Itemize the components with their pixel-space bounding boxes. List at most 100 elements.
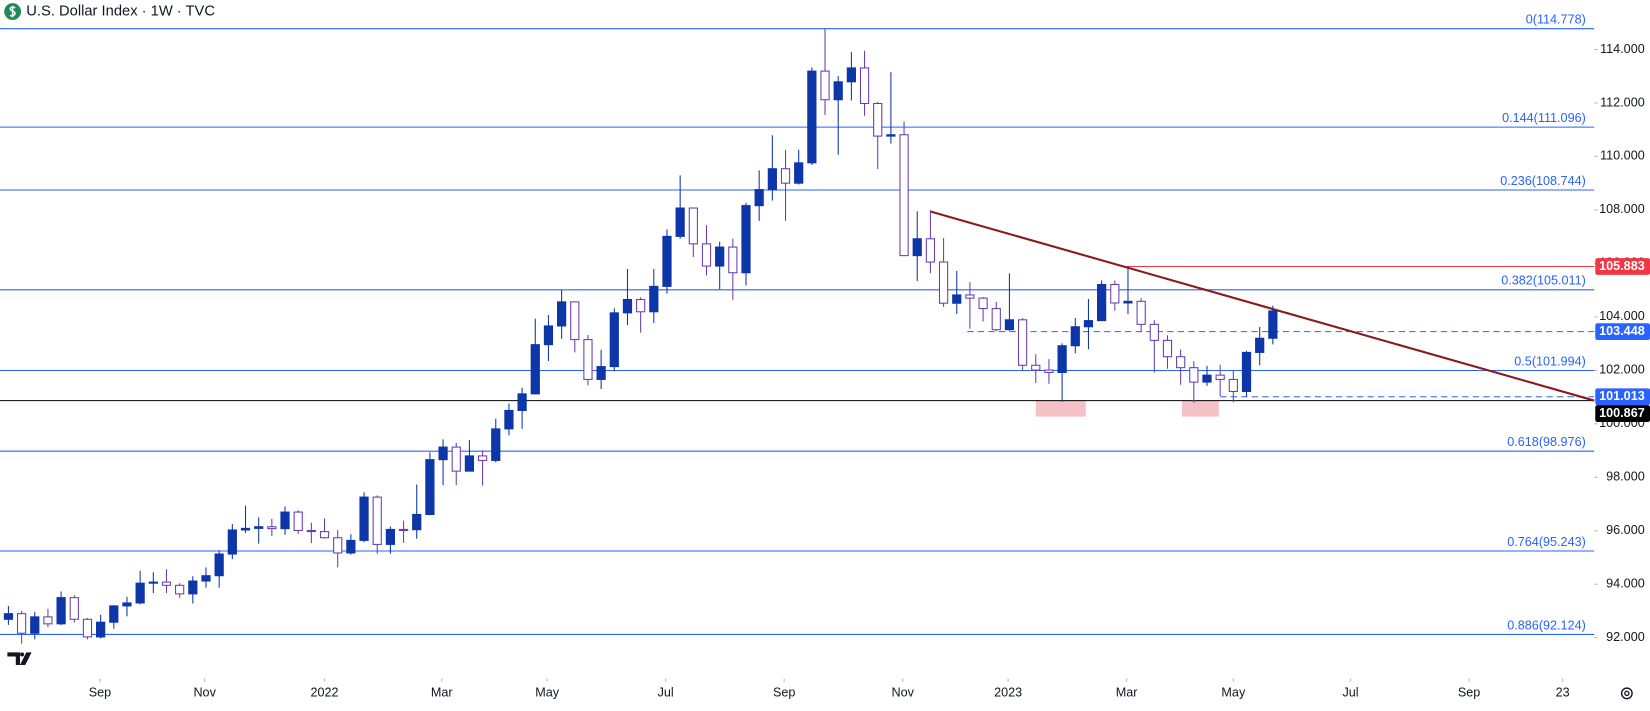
- candle-body: [912, 238, 922, 257]
- symbol-icon-glyph: [9, 5, 16, 18]
- candle-body: [701, 243, 712, 267]
- candle-body: [609, 312, 619, 368]
- y-tick-label: 96.000: [1606, 523, 1645, 537]
- candle-body: [3, 613, 14, 620]
- candle-body: [715, 246, 725, 267]
- candle-body: [372, 496, 382, 545]
- candle-body: [280, 511, 290, 530]
- candle-body: [925, 238, 936, 263]
- candle-body: [1110, 283, 1120, 304]
- candle-body: [1241, 351, 1252, 392]
- candle-body: [583, 339, 593, 380]
- candle-body: [109, 605, 119, 623]
- fib-label: 0.236(108.744): [1500, 174, 1586, 188]
- candle-body: [1083, 320, 1094, 328]
- candle-body: [873, 102, 883, 137]
- candle-body: [96, 621, 106, 638]
- candle-body: [122, 602, 132, 607]
- x-tick-label: Sep: [773, 686, 795, 700]
- x-tick-label: Nov: [892, 686, 915, 700]
- x-tick-label: Mar: [1116, 686, 1138, 700]
- candle-body: [438, 446, 448, 461]
- candle-body: [227, 529, 237, 555]
- candle-body: [1017, 319, 1028, 366]
- candle-body: [148, 581, 158, 584]
- candle-body: [767, 168, 777, 191]
- candle-body: [596, 366, 606, 380]
- settings-gear[interactable]: [1620, 687, 1633, 700]
- candle-body: [952, 294, 962, 304]
- x-tick-label: 2023: [994, 686, 1022, 700]
- y-tick-label: 94.000: [1606, 577, 1645, 591]
- candle-body: [1189, 367, 1199, 383]
- candle-body: [1215, 374, 1225, 380]
- candle-body: [978, 297, 988, 310]
- candle-body: [543, 325, 554, 346]
- candle-body: [780, 168, 791, 184]
- candle-body: [938, 261, 949, 304]
- candle-body: [188, 580, 198, 595]
- y-tick-label: 104.000: [1599, 309, 1645, 323]
- candle-body: [477, 455, 488, 461]
- price-tag: [1595, 388, 1650, 406]
- candle-body: [1162, 339, 1173, 358]
- x-tick-label: Mar: [431, 686, 453, 700]
- candle-body: [333, 537, 343, 554]
- candle-body: [991, 308, 1001, 331]
- price-tag: [1595, 323, 1650, 341]
- price-tag-label: 103.448: [1599, 324, 1645, 338]
- x-tick-label: Nov: [193, 686, 216, 700]
- candle-body: [1255, 337, 1265, 353]
- candle-body: [254, 526, 264, 529]
- candle-body: [622, 298, 633, 314]
- candle-body: [636, 298, 646, 313]
- x-tick-label: May: [535, 686, 560, 700]
- candle-body: [794, 162, 804, 184]
- fib-label: 0(114.778): [1526, 13, 1586, 27]
- y-tick-label: 108.000: [1599, 202, 1645, 216]
- price-tag: [1595, 258, 1650, 275]
- tradingview-logo[interactable]: [7, 652, 32, 665]
- fib-label: 0.382(105.011): [1501, 274, 1586, 288]
- chart-title: U.S. Dollar Index · 1W · TVC: [26, 3, 215, 19]
- candle-body: [1268, 310, 1278, 339]
- y-tick-label: 114.000: [1600, 42, 1645, 56]
- support-zone: [1181, 400, 1219, 417]
- y-tick-label: 98.000: [1606, 470, 1645, 484]
- trendline: [930, 210, 1595, 402]
- candle-body: [846, 67, 856, 83]
- y-tick-label: 110.000: [1600, 149, 1645, 163]
- price-tag: [1595, 405, 1650, 422]
- candle-body: [820, 70, 830, 101]
- candle-body: [412, 513, 422, 531]
- candle-body: [1057, 345, 1067, 374]
- fib-label: 0.618(98.976): [1507, 435, 1586, 449]
- candle-body: [30, 616, 40, 634]
- fib-label: 0.764(95.243): [1507, 535, 1586, 549]
- candle-body: [306, 529, 316, 533]
- candle-body: [741, 205, 751, 274]
- candle-body: [504, 409, 514, 430]
- candle-body: [385, 528, 396, 545]
- candle-body: [319, 531, 330, 539]
- candle-body: [675, 207, 685, 237]
- candle-body: [517, 393, 527, 411]
- fib-label: 0.886(92.124): [1507, 618, 1586, 632]
- y-tick-label: 112.000: [1600, 95, 1645, 109]
- candle-body: [899, 134, 909, 257]
- candle-body: [293, 511, 303, 532]
- x-tick-label: Jul: [1343, 686, 1359, 700]
- candle-body: [201, 575, 211, 582]
- candle-body: [1123, 300, 1133, 304]
- candle-body: [56, 597, 66, 625]
- candle-body: [1136, 300, 1146, 325]
- price-tag-label: 100.867: [1599, 406, 1645, 420]
- candle-body: [464, 455, 475, 472]
- candle-body: [662, 235, 672, 287]
- fib-label: 0.5(101.994): [1514, 354, 1586, 368]
- support-zone: [1035, 400, 1086, 417]
- candle-body: [859, 67, 870, 105]
- candle-body: [688, 207, 698, 245]
